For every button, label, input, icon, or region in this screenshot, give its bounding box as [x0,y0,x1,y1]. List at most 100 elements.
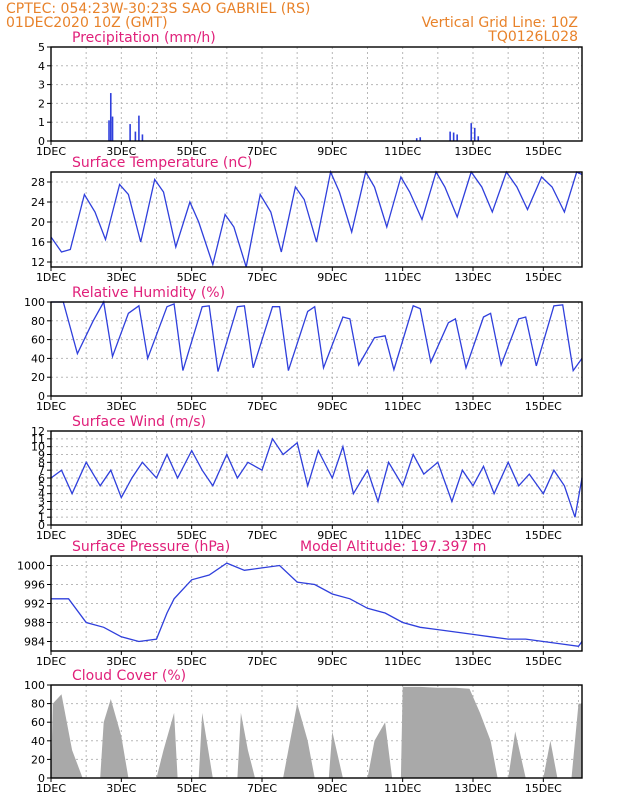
x-tick-label: 9DEC [317,400,347,413]
x-tick-label: 9DEC [317,782,347,795]
header-run-time: 01DEC2020 10Z (GMT) [6,15,168,31]
x-tick-label: 11DEC [384,145,421,158]
precip-bar [111,116,114,141]
x-tick-label: 15DEC [525,655,562,668]
y-tick-label: 4 [38,60,45,73]
y-tick-label: 9 [38,449,45,462]
x-tick-label: 15DEC [525,145,562,158]
x-tick-label: 13DEC [454,655,491,668]
y-tick-label: 5 [38,480,45,493]
y-tick-label: 16 [31,236,45,249]
x-tick-label: 7DEC [247,400,277,413]
x-tick-label: 3DEC [106,271,136,284]
panel-title: Relative Humidity (%) [72,285,225,301]
x-tick-label: 3DEC [106,529,136,542]
panel-title: Precipitation (mm/h) [72,30,216,46]
precip-bar [473,127,476,141]
x-tick-label: 3DEC [106,782,136,795]
precip-bar [415,138,418,141]
x-tick-label: 15DEC [525,529,562,542]
y-tick-label: 0 [38,390,45,403]
y-tick-label: 1 [38,511,45,524]
y-tick-label: 20 [31,371,45,384]
y-tick-label: 20 [31,753,45,766]
x-tick-label: 13DEC [454,145,491,158]
x-tick-label: 13DEC [454,400,491,413]
x-tick-label: 13DEC [454,271,491,284]
y-tick-label: 6 [38,472,45,485]
y-tick-label: 80 [31,698,45,711]
y-tick-label: 2 [38,97,45,110]
panel-frame [50,46,583,142]
x-tick-label: 5DEC [177,655,207,668]
y-tick-label: 8 [38,456,45,469]
x-tick-label: 5DEC [177,782,207,795]
x-tick-label: 7DEC [247,782,277,795]
series-line [50,437,583,518]
precip-bar [449,131,451,141]
x-tick-label: 3DEC [106,400,136,413]
series-line [50,169,583,268]
y-tick-label: 40 [31,352,45,365]
y-tick-label: 28 [31,176,45,189]
precip-bar [109,93,112,141]
precip-bar [129,124,131,141]
y-tick-label: 988 [24,617,45,630]
x-tick-label: 7DEC [247,271,277,284]
x-tick-label: 1DEC [36,145,66,158]
panel-title: Surface Temperature (nC) [72,155,253,171]
x-tick-label: 11DEC [384,400,421,413]
panel-2: 0 20 40 60 80 100 1DEC 3DEC 5DEC 7DEC 9DEC 11DEC 13D… [24,285,583,413]
x-tick-label: 11DEC [384,655,421,668]
precip-bar [141,134,144,141]
x-tick-label: 11DEC [384,782,421,795]
y-tick-label: 100 [24,296,45,309]
x-tick-label: 9DEC [317,529,347,542]
panel-4: 984 988 992 996 1000 1DEC 3DEC 5DEC 7DEC 9DEC 11DE… [17,539,583,668]
y-tick-label: 0 [38,519,45,532]
x-tick-label: 1DEC [36,271,66,284]
model-altitude-label: Model Altitude: 197.397 m [300,539,486,555]
x-tick-label: 15DEC [525,271,562,284]
y-tick-label: 4 [38,488,45,501]
series-line [51,300,583,373]
x-tick-label: 7DEC [247,529,277,542]
x-tick-label: 9DEC [317,271,347,284]
x-tick-label: 3DEC [106,145,136,158]
x-tick-label: 13DEC [454,782,491,795]
x-tick-label: 5DEC [177,145,207,158]
y-tick-label: 40 [31,735,45,748]
y-tick-label: 3 [38,79,45,92]
x-tick-label: 3DEC [106,655,136,668]
y-tick-label: 11 [31,433,45,446]
y-tick-label: 3 [38,496,45,509]
y-tick-label: 1 [38,116,45,129]
y-tick-label: 0 [38,772,45,785]
precip-bar [456,134,458,141]
x-tick-label: 11DEC [384,271,421,284]
y-tick-label: 24 [31,196,45,209]
y-tick-label: 5 [38,41,45,54]
panel-title: Surface Wind (m/s) [72,414,206,430]
panel-frame [50,684,583,779]
panel-0: 0 1 2 3 4 5 1DEC 3DEC 5DEC 7DEC 9DEC 11DEC 13DEC 15DE… [36,30,583,158]
y-tick-label: 996 [24,579,45,592]
x-tick-label: 7DEC [247,145,277,158]
y-tick-label: 12 [31,256,45,269]
y-tick-label: 60 [31,334,45,347]
precip-bar [452,132,455,141]
x-tick-label: 15DEC [525,782,562,795]
x-tick-label: 13DEC [454,529,491,542]
x-tick-label: 15DEC [525,400,562,413]
x-tick-label: 1DEC [36,400,66,413]
precip-bar [477,136,480,141]
panel-5: 0 20 40 60 80 100 1DEC 3DEC 5DEC 7DEC 9DEC 11DEC 13D… [24,668,583,795]
y-tick-label: 0 [38,135,45,148]
panel-frame [50,301,583,397]
precip-bar [419,137,422,141]
y-tick-label: 984 [24,636,45,649]
y-tick-label: 20 [31,216,45,229]
